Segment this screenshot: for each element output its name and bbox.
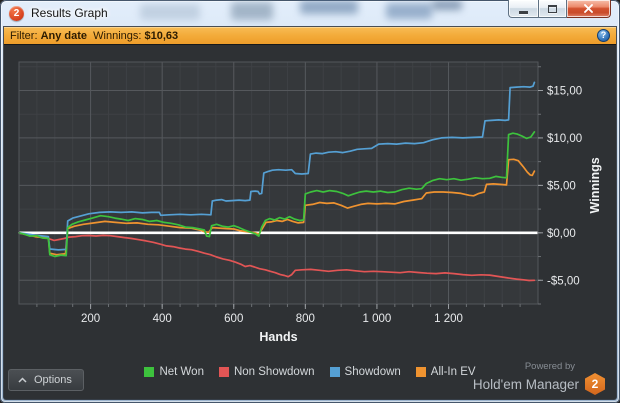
series-line-all-in-ev — [18, 158, 536, 256]
legend-item-showdown[interactable]: Showdown — [329, 366, 401, 378]
y-tick-label: -$5,00 — [547, 275, 580, 287]
filter-value: Any date — [40, 29, 88, 42]
x-tick-label: 400 — [153, 313, 172, 325]
maximize-icon — [548, 4, 557, 13]
titlebar-glass-reflection — [386, 3, 432, 19]
maximize-button[interactable] — [538, 0, 567, 18]
series-line-net-won — [18, 131, 536, 258]
chart-legend: Net Won Non Showdown Showdown All-In EV — [4, 366, 616, 378]
x-tick-label: 1 000 — [363, 313, 392, 325]
legend-swatch — [329, 367, 340, 377]
close-button[interactable] — [567, 0, 611, 18]
legend-item-non-showdown[interactable]: Non Showdown — [218, 366, 315, 378]
x-tick-label: 600 — [224, 313, 243, 325]
series-line-showdown — [18, 81, 536, 251]
filter-label: Filter: — [10, 29, 38, 42]
y-tick-label: $15,00 — [547, 85, 582, 97]
minimize-icon — [519, 10, 528, 14]
options-button-label: Options — [34, 374, 72, 386]
winnings-value: $10,63 — [144, 29, 179, 42]
x-axis-title: Hands — [259, 330, 297, 344]
window-controls — [508, 0, 611, 19]
winnings-label: Winnings: — [93, 29, 142, 42]
legend-swatch — [218, 367, 229, 377]
titlebar-glass-reflection — [231, 2, 273, 20]
legend-item-net-won[interactable]: Net Won — [144, 366, 204, 378]
minimize-button[interactable] — [508, 0, 538, 18]
hm2-app-icon: 2 — [9, 6, 24, 21]
window-title: Results Graph — [31, 6, 108, 20]
close-icon — [584, 4, 593, 13]
brand-name: Hold'em Manager — [472, 376, 579, 392]
x-tick-label: 1 200 — [434, 313, 463, 325]
options-button[interactable]: Options — [8, 369, 84, 391]
legend-item-all-in-ev[interactable]: All-In EV — [415, 366, 476, 378]
x-tick-label: 200 — [81, 313, 100, 325]
title-bar[interactable]: 2 Results Graph — [0, 0, 620, 27]
filter-bar: Filter: Any date Winnings: $10,63 ? — [4, 27, 616, 45]
y-tick-label: $0,00 — [547, 228, 576, 240]
y-axis-title: Winnings — [588, 157, 602, 213]
titlebar-glass-reflection — [300, 0, 358, 14]
plot-area — [19, 62, 538, 304]
legend-label: All-In EV — [430, 366, 476, 378]
help-icon[interactable]: ? — [597, 29, 610, 42]
window-content: Filter: Any date Winnings: $10,63 ? 200 4… — [4, 27, 616, 399]
legend-label: Showdown — [344, 366, 401, 378]
series-line-non-showdown — [18, 231, 536, 282]
y-tick-label: $5,00 — [547, 180, 576, 192]
legend-swatch — [415, 367, 426, 377]
titlebar-glass-reflection — [140, 4, 200, 20]
legend-swatch — [144, 367, 155, 377]
powered-by-block: Powered by Hold'em Manager 2 — [473, 361, 605, 395]
legend-label: Net Won — [159, 366, 204, 378]
powered-by-label: Powered by — [524, 361, 575, 372]
x-tick-label: 800 — [296, 313, 315, 325]
legend-label: Non Showdown — [233, 366, 315, 378]
results-chart: 200 400 600 800 1 000 1 200 $15,00 $10,00 $5,00 $… — [18, 61, 602, 344]
chevron-up-icon — [18, 377, 27, 383]
chart-container: 200 400 600 800 1 000 1 200 $15,00 $10,00 $5,00 $… — [12, 54, 612, 355]
hm2-badge-icon: 2 — [585, 373, 605, 395]
titlebar-glass-reflection — [432, 0, 462, 10]
y-tick-label: $10,00 — [547, 133, 582, 145]
